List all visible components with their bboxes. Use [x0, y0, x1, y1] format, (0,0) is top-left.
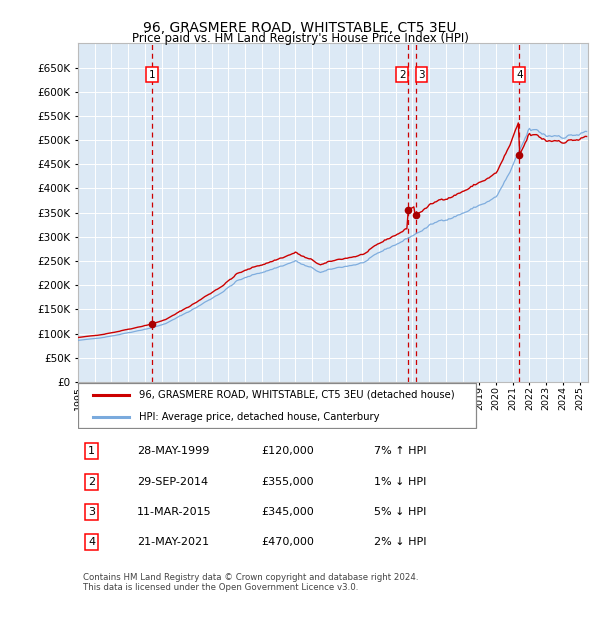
Text: 2: 2 — [88, 477, 95, 487]
Text: 5% ↓ HPI: 5% ↓ HPI — [374, 507, 426, 517]
Text: 29-SEP-2014: 29-SEP-2014 — [137, 477, 208, 487]
Text: £345,000: £345,000 — [262, 507, 314, 517]
Text: 2% ↓ HPI: 2% ↓ HPI — [374, 537, 426, 547]
Text: 1% ↓ HPI: 1% ↓ HPI — [374, 477, 426, 487]
Text: 7% ↑ HPI: 7% ↑ HPI — [374, 446, 426, 456]
FancyBboxPatch shape — [78, 383, 476, 428]
Text: £355,000: £355,000 — [262, 477, 314, 487]
Text: Price paid vs. HM Land Registry's House Price Index (HPI): Price paid vs. HM Land Registry's House … — [131, 32, 469, 45]
Text: 4: 4 — [516, 70, 523, 80]
Text: 4: 4 — [88, 537, 95, 547]
Text: 21-MAY-2021: 21-MAY-2021 — [137, 537, 209, 547]
Text: 11-MAR-2015: 11-MAR-2015 — [137, 507, 211, 517]
Text: 96, GRASMERE ROAD, WHITSTABLE, CT5 3EU: 96, GRASMERE ROAD, WHITSTABLE, CT5 3EU — [143, 21, 457, 35]
Text: 28-MAY-1999: 28-MAY-1999 — [137, 446, 209, 456]
Text: HPI: Average price, detached house, Canterbury: HPI: Average price, detached house, Cant… — [139, 412, 380, 422]
Text: 3: 3 — [418, 70, 425, 80]
Text: 2: 2 — [399, 70, 406, 80]
Text: £470,000: £470,000 — [262, 537, 314, 547]
Text: £120,000: £120,000 — [262, 446, 314, 456]
Text: 96, GRASMERE ROAD, WHITSTABLE, CT5 3EU (detached house): 96, GRASMERE ROAD, WHITSTABLE, CT5 3EU (… — [139, 390, 455, 400]
Text: 1: 1 — [148, 70, 155, 80]
Text: Contains HM Land Registry data © Crown copyright and database right 2024.
This d: Contains HM Land Registry data © Crown c… — [83, 573, 419, 593]
Text: 1: 1 — [88, 446, 95, 456]
Text: 3: 3 — [88, 507, 95, 517]
